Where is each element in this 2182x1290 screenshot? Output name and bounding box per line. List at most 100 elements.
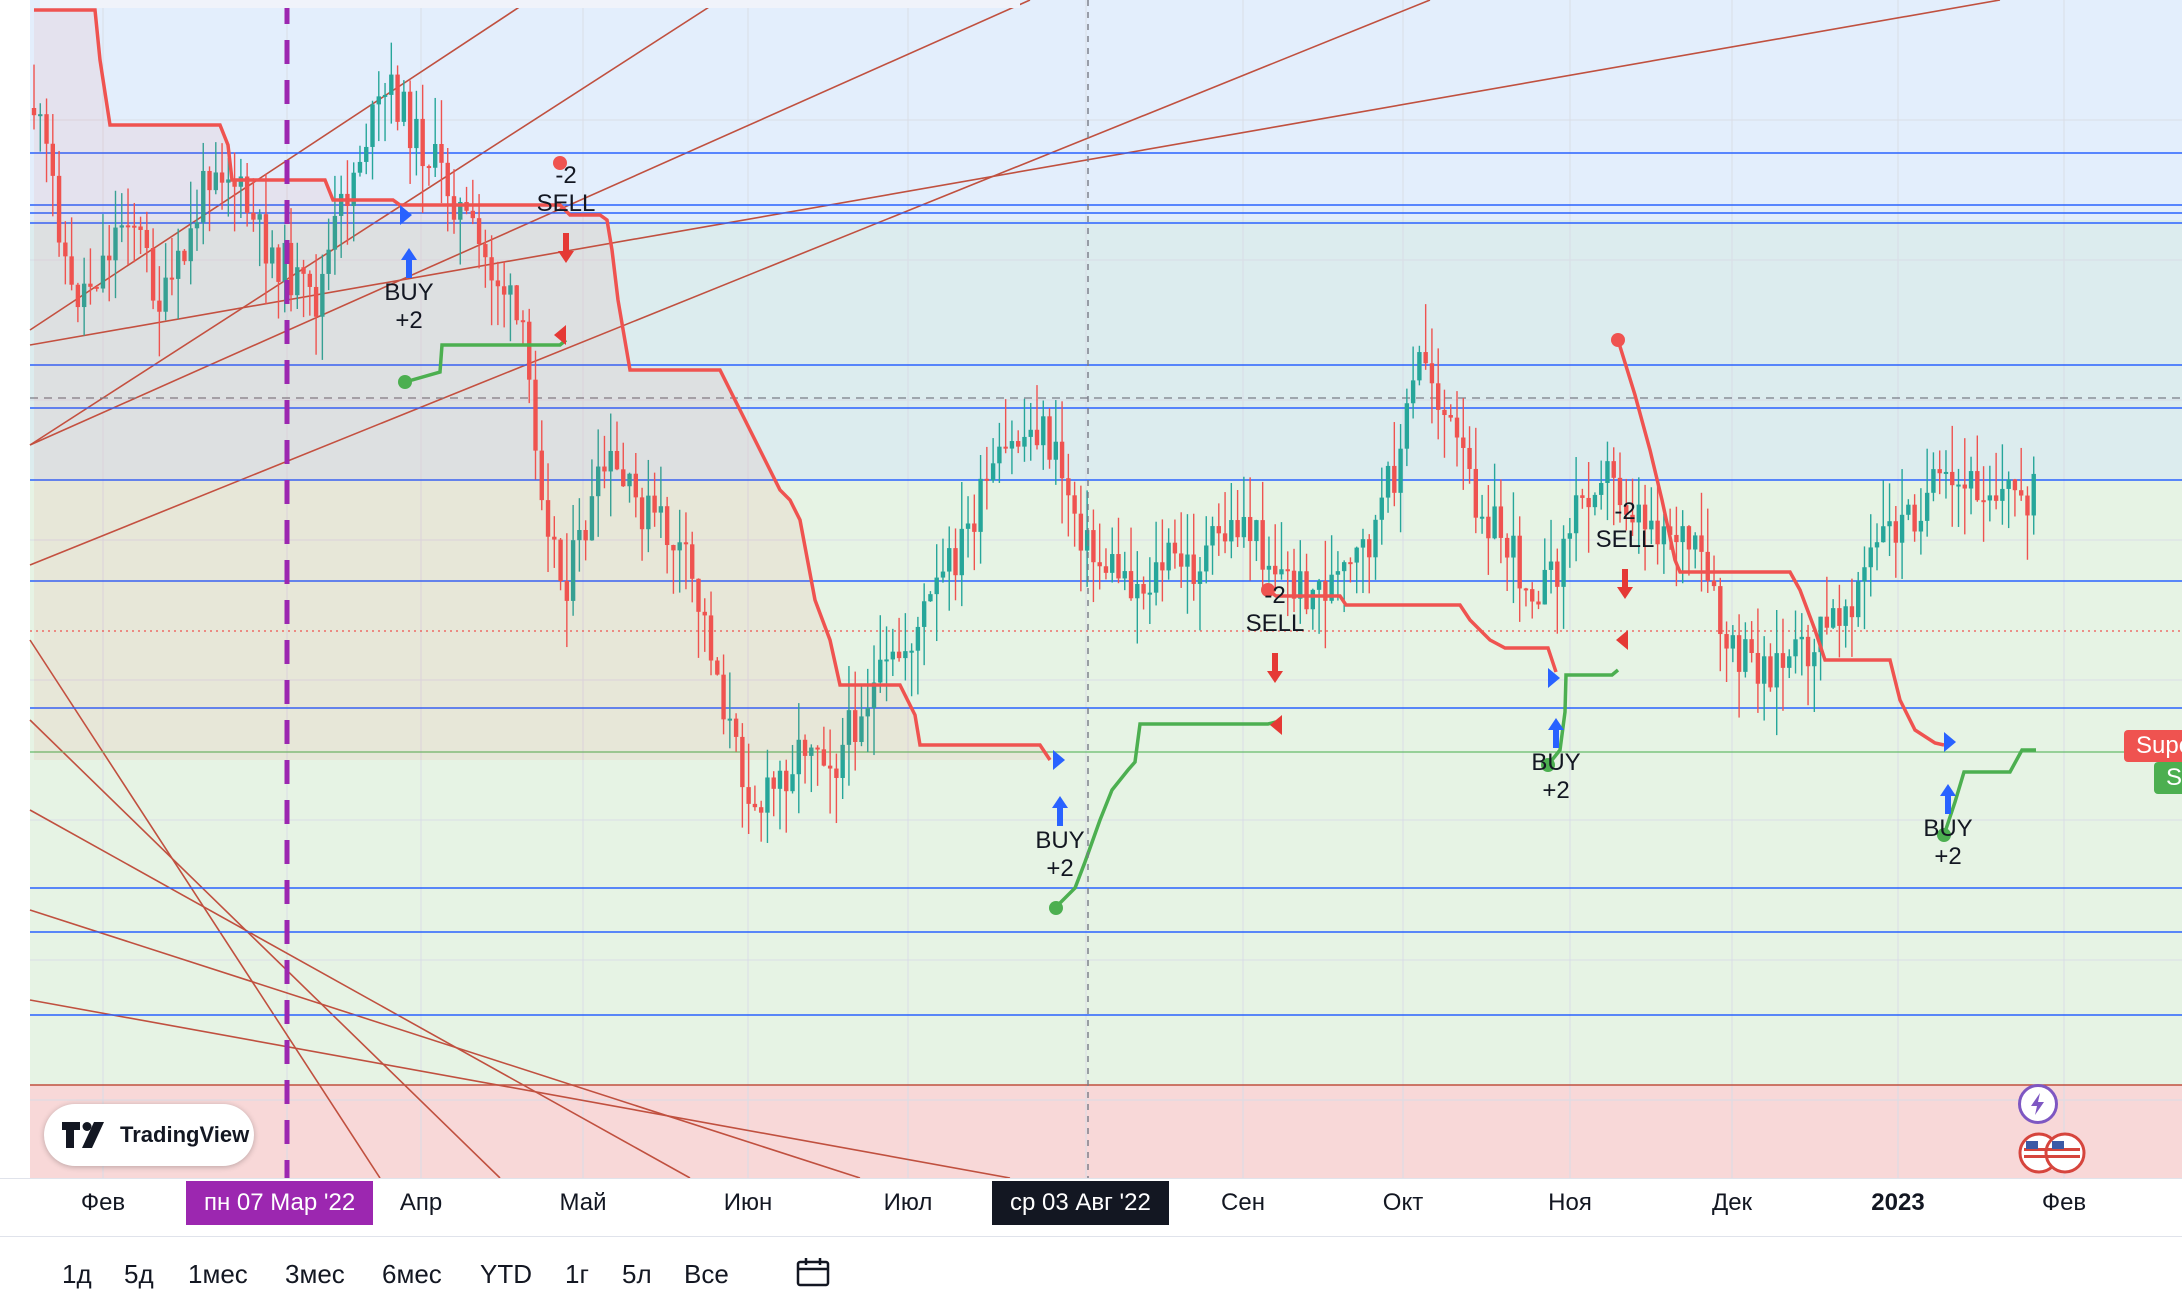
candle (834, 753, 839, 824)
candle (439, 100, 444, 204)
candle (721, 654, 726, 735)
candle-body (1511, 535, 1516, 558)
candle (1078, 485, 1084, 592)
candle (75, 282, 81, 323)
candle (1015, 430, 1021, 454)
price-chart[interactable]: BUY +2 -2 SELL BUY +2 -2 SELL BUY +2 -2 SELL BUY +2 (0, 0, 2182, 1178)
range-button[interactable]: 1мес (188, 1259, 248, 1289)
range-button[interactable]: 5л (622, 1259, 652, 1289)
range-button[interactable]: 3мес (285, 1259, 345, 1289)
range-button[interactable]: YTD (480, 1259, 532, 1289)
us-flag-icons[interactable] (2018, 1132, 2088, 1174)
range-button[interactable]: 5д (124, 1259, 154, 1289)
tradingview-logo[interactable]: TradingView (44, 1104, 254, 1166)
candle-body (1178, 553, 1184, 567)
candle (1755, 608, 1761, 713)
candle-body (564, 580, 570, 601)
candle (1423, 304, 1428, 370)
candle-body (439, 144, 444, 163)
candle (1398, 424, 1403, 533)
candle-body (1906, 504, 1911, 515)
candle (150, 228, 156, 310)
channel-line-5 (29, 639, 381, 1178)
lightning-button[interactable] (2018, 1084, 2058, 1124)
candle-body (2006, 479, 2011, 489)
candle (295, 242, 300, 310)
candle-body (420, 118, 425, 167)
candle (107, 225, 112, 302)
candle-body (853, 710, 858, 742)
candle-body (1517, 535, 1522, 589)
candle-body (483, 244, 488, 258)
range-button[interactable]: 1д (62, 1259, 92, 1289)
candles (31, 42, 2036, 843)
candle-body (1693, 535, 1698, 550)
candle-body (1542, 569, 1547, 605)
candle (489, 235, 494, 326)
candle-body (821, 749, 827, 766)
candle-body (1987, 495, 1993, 501)
calendar-icon[interactable] (796, 1257, 830, 1287)
candle-body (1285, 569, 1290, 572)
tradingview-logo-text: TradingView (120, 1122, 250, 1147)
candle-body (1241, 516, 1247, 538)
buy-signal-label: BUY (1923, 815, 1972, 842)
x-tick-label: Май (559, 1189, 607, 1216)
candle-body (1066, 478, 1071, 496)
candle (1598, 460, 1604, 510)
candle-body (1567, 533, 1573, 539)
time-axis[interactable]: ФевМарАпрМайИюнИюлАвгСенОктНояДек2023Фев… (0, 1178, 2182, 1229)
candle (307, 270, 313, 316)
x-tick-label: Сен (1221, 1189, 1265, 1216)
candle (194, 189, 200, 251)
candle-body (915, 626, 921, 651)
buy-signal-dot (1937, 828, 1951, 842)
candle-body (1755, 652, 1761, 684)
candle (313, 254, 319, 355)
range-button[interactable]: 1г (565, 1259, 589, 1289)
candle-body (1128, 571, 1134, 599)
candle-body (1429, 363, 1435, 384)
candle (426, 164, 432, 186)
candle-body (865, 707, 870, 717)
candle-body (702, 611, 707, 616)
channel-line-9 (29, 999, 1011, 1178)
candle (527, 308, 532, 404)
candle (157, 266, 162, 357)
candle (451, 169, 457, 234)
candle (1636, 477, 1641, 554)
candle-body (1310, 589, 1316, 610)
candle-body (1749, 639, 1754, 653)
candle-body (2025, 495, 2030, 516)
candle-body (31, 108, 37, 116)
x-tick-label: Ноя (1548, 1189, 1592, 1216)
candle-body (1586, 497, 1591, 508)
candle (257, 209, 262, 267)
candle-body (1141, 584, 1146, 594)
candle (1787, 649, 1792, 679)
candle-body (784, 770, 789, 792)
candle-body (1191, 554, 1196, 584)
candle (771, 771, 776, 817)
supertrend-up-line (404, 338, 568, 384)
candle-body (451, 196, 457, 220)
candle-body (1743, 639, 1748, 672)
lightning-icon (2031, 1093, 2044, 1115)
candle-body (2000, 488, 2005, 501)
candle (1298, 540, 1303, 624)
candle (903, 613, 908, 681)
candle-body (263, 214, 269, 264)
range-button[interactable]: Все (684, 1259, 729, 1289)
candle-body (1335, 571, 1341, 575)
candle-body (715, 660, 720, 675)
candle-body (765, 777, 770, 813)
tradingview-logo-icon (62, 1122, 104, 1148)
range-button[interactable]: 6мес (382, 1259, 442, 1289)
candle-body (545, 500, 551, 537)
candle (1191, 513, 1196, 601)
candle-body (470, 210, 476, 219)
candle-body (194, 222, 200, 229)
candle (1993, 452, 1999, 510)
candle (1718, 577, 1723, 672)
